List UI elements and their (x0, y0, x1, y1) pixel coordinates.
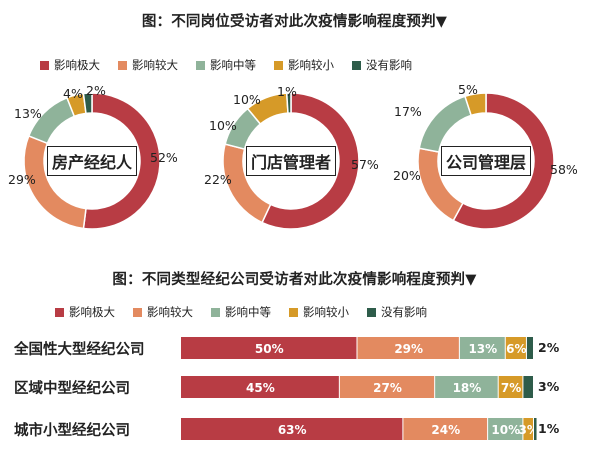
bar-segment-label: 6% (506, 342, 526, 356)
bar-segment (435, 376, 498, 398)
donut-chart (222, 92, 360, 230)
legend-item-very-high: 影响极大 (40, 57, 100, 73)
bar-segment (459, 337, 505, 359)
donut-pct-label: 29% (8, 172, 36, 187)
legend-label: 影响较大 (132, 58, 178, 72)
legend-item-low: 影响较小 (289, 304, 349, 320)
donut-slice (452, 92, 555, 230)
legend-swatch (367, 307, 376, 317)
legend-item-high: 影响较大 (118, 57, 178, 73)
bar-outside-label: 1% (538, 421, 560, 436)
bar-segment (488, 418, 523, 440)
bar-segment (403, 418, 488, 440)
bar-segment-label: 29% (394, 342, 423, 356)
bar-segment-label: 3% (519, 423, 539, 437)
legend-label: 影响极大 (69, 305, 115, 319)
donut-slice (261, 92, 360, 230)
donut-slice (82, 92, 161, 230)
bar-outside-label: 3% (538, 379, 560, 394)
donut-pct-label: 22% (204, 172, 232, 187)
bar-category-label: 区域中型经纪公司 (14, 381, 130, 397)
bar-segment (505, 337, 526, 359)
legend-swatch (55, 307, 64, 317)
legend-label: 影响中等 (225, 305, 271, 319)
legend-swatch (118, 60, 127, 70)
donut-section-title: 图：不同岗位受访者对此次疫情影响程度预判▼ (141, 14, 448, 30)
donut-pct-label: 58% (550, 162, 578, 177)
legend-item-high: 影响较大 (133, 304, 193, 320)
bar-segment-label: 18% (453, 381, 482, 395)
legend-item-very-high: 影响极大 (55, 304, 115, 320)
donut-pct-label: 1% (277, 84, 297, 99)
bar-segment-label: 13% (468, 342, 497, 356)
bar-segment-label: 63% (278, 423, 307, 437)
donut-pct-label: 10% (209, 118, 237, 133)
bar-segment-label: 7% (501, 381, 521, 395)
bar-segment (498, 376, 523, 398)
legend-label: 影响较大 (147, 305, 193, 319)
bar-segment (181, 337, 357, 359)
bar-legend: 影响极大 影响较大 影响中等 影响较小 没有影响 (55, 304, 445, 320)
donut-slice (82, 92, 93, 115)
legend-label: 影响较小 (288, 58, 334, 72)
donut-pct-label: 20% (393, 168, 421, 183)
donut-center-label: 公司管理层 (441, 146, 532, 176)
legend-item-none: 没有影响 (367, 304, 427, 320)
legend-item-none: 没有影响 (352, 57, 412, 73)
legend-label: 没有影响 (381, 305, 427, 319)
legend-swatch (40, 60, 49, 70)
legend-label: 影响较小 (303, 305, 349, 319)
bar-segment (181, 418, 403, 440)
bar-segment (523, 418, 533, 440)
bar-segment (339, 376, 435, 398)
legend-item-low: 影响较小 (274, 57, 334, 73)
donut-chart (417, 92, 555, 230)
donut-pct-label: 5% (458, 82, 478, 97)
legend-swatch (274, 60, 283, 70)
bar-segment (181, 376, 339, 398)
bar-segment-label: 45% (246, 381, 275, 395)
donut-pct-label: 52% (150, 150, 178, 165)
legend-swatch (196, 60, 205, 70)
donut-pct-label: 57% (351, 157, 379, 172)
donut-legend: 影响极大 影响较大 影响中等 影响较小 没有影响 (40, 57, 430, 73)
legend-item-medium: 影响中等 (196, 57, 256, 73)
bar-segment (534, 418, 537, 440)
bar-section-title: 图：不同类型经纪公司受访者对此次疫情影响程度预判▼ (112, 272, 477, 288)
bar-segment-label: 27% (373, 381, 402, 395)
bar-outside-label: 2% (538, 340, 560, 355)
bar-segment (523, 376, 533, 398)
donut-center-label: 房产经纪人 (47, 146, 138, 176)
legend-swatch (211, 307, 220, 317)
bar-segment-label: 24% (431, 423, 460, 437)
legend-label: 没有影响 (366, 58, 412, 72)
bar-segment (357, 337, 459, 359)
donut-pct-label: 4% (63, 86, 83, 101)
legend-item-medium: 影响中等 (211, 304, 271, 320)
donut-pct-label: 13% (14, 106, 42, 121)
legend-swatch (133, 307, 142, 317)
bar-segment (526, 337, 533, 359)
donut-pct-label: 2% (86, 83, 106, 98)
legend-swatch (352, 60, 361, 70)
bar-segment-label: 50% (255, 342, 284, 356)
donut-pct-label: 17% (394, 104, 422, 119)
donut-slice (464, 92, 487, 117)
donut-pct-label: 10% (233, 92, 261, 107)
bar-category-label: 城市小型经纪公司 (14, 423, 130, 439)
legend-label: 影响中等 (210, 58, 256, 72)
donut-chart (23, 92, 161, 230)
legend-label: 影响极大 (54, 58, 100, 72)
donut-center-label: 门店管理者 (246, 146, 337, 176)
bar-segment-label: 10% (491, 423, 520, 437)
legend-swatch (289, 307, 298, 317)
bar-category-label: 全国性大型经纪公司 (14, 342, 145, 358)
donut-slice (285, 92, 292, 114)
